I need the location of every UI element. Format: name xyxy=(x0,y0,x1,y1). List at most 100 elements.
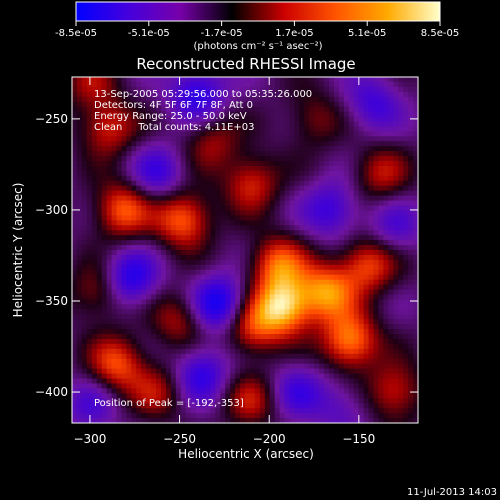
heatmap-cell xyxy=(170,111,177,118)
heatmap-cell xyxy=(403,136,409,142)
heatmap-cell xyxy=(378,309,384,315)
heatmap-cell xyxy=(403,106,409,113)
heatmap-cell xyxy=(413,358,418,365)
heatmap-cell xyxy=(249,324,256,330)
heatmap-cell xyxy=(165,299,172,305)
heatmap-cell xyxy=(146,136,152,142)
heatmap-cell xyxy=(136,91,142,98)
heatmap-cell xyxy=(378,106,384,113)
heatmap-cell xyxy=(81,111,88,118)
heatmap-cell xyxy=(86,250,93,256)
heatmap-cell xyxy=(269,413,276,419)
heatmap-cell xyxy=(299,156,305,162)
heatmap-cell xyxy=(136,86,142,93)
heatmap-cell xyxy=(324,180,330,187)
heatmap-cell xyxy=(200,175,207,182)
heatmap-cell xyxy=(81,284,88,291)
heatmap-cell xyxy=(254,334,261,340)
heatmap-cell xyxy=(264,126,271,132)
heatmap-cell xyxy=(116,299,123,305)
heatmap-cell xyxy=(383,205,389,212)
heatmap-cell xyxy=(319,195,325,202)
heatmap-cell xyxy=(333,324,340,330)
heatmap-cell xyxy=(245,309,251,315)
heatmap-cell xyxy=(413,146,418,152)
heatmap-cell xyxy=(348,220,355,226)
heatmap-cell xyxy=(240,141,246,147)
heatmap-cell xyxy=(121,269,127,276)
heatmap-cell xyxy=(190,314,197,320)
heatmap-cell xyxy=(215,353,221,360)
heatmap-cell xyxy=(81,96,88,103)
heatmap-cell xyxy=(121,334,127,340)
heatmap-cell xyxy=(210,86,216,93)
heatmap-cell xyxy=(111,175,118,182)
heatmap-cell xyxy=(106,294,113,301)
heatmap-cell xyxy=(274,96,281,103)
heatmap-cell xyxy=(338,77,345,83)
heatmap-cell xyxy=(121,230,127,236)
heatmap-cell xyxy=(210,383,216,389)
heatmap-cell xyxy=(111,334,118,340)
heatmap-cell xyxy=(314,91,320,98)
heatmap-cell xyxy=(368,121,375,128)
heatmap-cell xyxy=(264,121,271,128)
heatmap-cell xyxy=(289,254,296,261)
heatmap-cell xyxy=(319,185,325,192)
heatmap-cell xyxy=(314,101,320,108)
heatmap-cell xyxy=(200,363,207,370)
heatmap-cell xyxy=(264,180,271,187)
heatmap-cell xyxy=(165,136,172,142)
heatmap-cell xyxy=(314,383,320,389)
heatmap-cell xyxy=(304,116,310,123)
heatmap-cell xyxy=(314,250,320,256)
heatmap-cell xyxy=(86,324,93,330)
heatmap-cell xyxy=(195,146,202,152)
heatmap-cell xyxy=(205,195,211,202)
heatmap-cell xyxy=(200,131,207,137)
heatmap-cell xyxy=(353,279,360,286)
heatmap-cell xyxy=(111,151,118,157)
heatmap-cell xyxy=(215,116,221,123)
heatmap-cell xyxy=(324,200,330,207)
heatmap-cell xyxy=(269,101,276,108)
heatmap-cell xyxy=(101,329,108,335)
heatmap-cell xyxy=(225,418,231,423)
heatmap-cell xyxy=(200,250,207,256)
heatmap-cell xyxy=(363,111,370,118)
heatmap-cell xyxy=(299,235,305,241)
heatmap-cell xyxy=(408,329,414,335)
heatmap-cell xyxy=(363,329,370,335)
heatmap-cell xyxy=(353,378,360,385)
heatmap-cell xyxy=(81,343,88,350)
heatmap-cell xyxy=(190,343,197,350)
heatmap-cell xyxy=(235,165,241,172)
x-tick-label: −200 xyxy=(253,432,286,446)
heatmap-cell xyxy=(408,156,414,162)
heatmap-cell xyxy=(72,294,78,301)
heatmap-cell xyxy=(284,284,291,291)
heatmap-cell xyxy=(170,146,177,152)
heatmap-cell xyxy=(72,240,78,246)
heatmap-cell xyxy=(314,413,320,419)
heatmap-cell xyxy=(289,156,296,162)
heatmap-cell xyxy=(299,403,305,409)
heatmap-cell xyxy=(96,81,103,88)
heatmap-cell xyxy=(264,284,271,291)
heatmap-cell xyxy=(348,151,355,157)
heatmap-cell xyxy=(160,200,167,207)
heatmap-cell xyxy=(314,185,320,192)
heatmap-cell xyxy=(408,81,414,88)
heatmap-cell xyxy=(86,343,93,350)
heatmap-cell xyxy=(185,111,192,118)
heatmap-cell xyxy=(111,408,118,414)
heatmap-cell xyxy=(358,254,365,261)
heatmap-cell xyxy=(348,225,355,231)
heatmap-cell xyxy=(240,161,246,167)
heatmap-cell xyxy=(403,348,409,355)
heatmap-cell xyxy=(200,220,207,226)
heatmap-cell xyxy=(220,329,226,335)
heatmap-cell xyxy=(91,383,98,389)
heatmap-cell xyxy=(299,131,305,137)
heatmap-cell xyxy=(363,418,370,423)
